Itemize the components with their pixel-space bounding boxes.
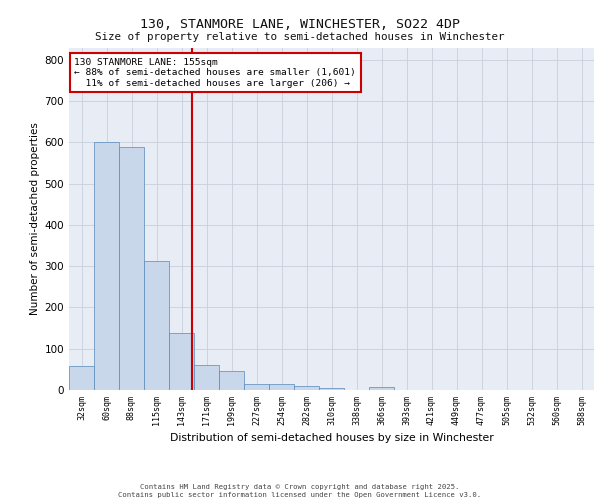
Bar bbox=[119, 146, 144, 390]
X-axis label: Distribution of semi-detached houses by size in Winchester: Distribution of semi-detached houses by … bbox=[170, 433, 493, 443]
Bar bbox=[369, 386, 394, 390]
Bar bbox=[219, 372, 244, 390]
Bar bbox=[244, 384, 269, 390]
Bar bbox=[169, 334, 194, 390]
Bar bbox=[269, 384, 294, 390]
Bar bbox=[94, 142, 119, 390]
Bar bbox=[194, 365, 219, 390]
Bar bbox=[319, 388, 344, 390]
Text: Size of property relative to semi-detached houses in Winchester: Size of property relative to semi-detach… bbox=[95, 32, 505, 42]
Bar bbox=[69, 366, 94, 390]
Text: 130, STANMORE LANE, WINCHESTER, SO22 4DP: 130, STANMORE LANE, WINCHESTER, SO22 4DP bbox=[140, 18, 460, 30]
Bar bbox=[144, 262, 169, 390]
Bar bbox=[294, 386, 319, 390]
Text: Contains HM Land Registry data © Crown copyright and database right 2025.
Contai: Contains HM Land Registry data © Crown c… bbox=[118, 484, 482, 498]
Text: 130 STANMORE LANE: 155sqm
← 88% of semi-detached houses are smaller (1,601)
  11: 130 STANMORE LANE: 155sqm ← 88% of semi-… bbox=[74, 58, 356, 88]
Y-axis label: Number of semi-detached properties: Number of semi-detached properties bbox=[31, 122, 40, 315]
